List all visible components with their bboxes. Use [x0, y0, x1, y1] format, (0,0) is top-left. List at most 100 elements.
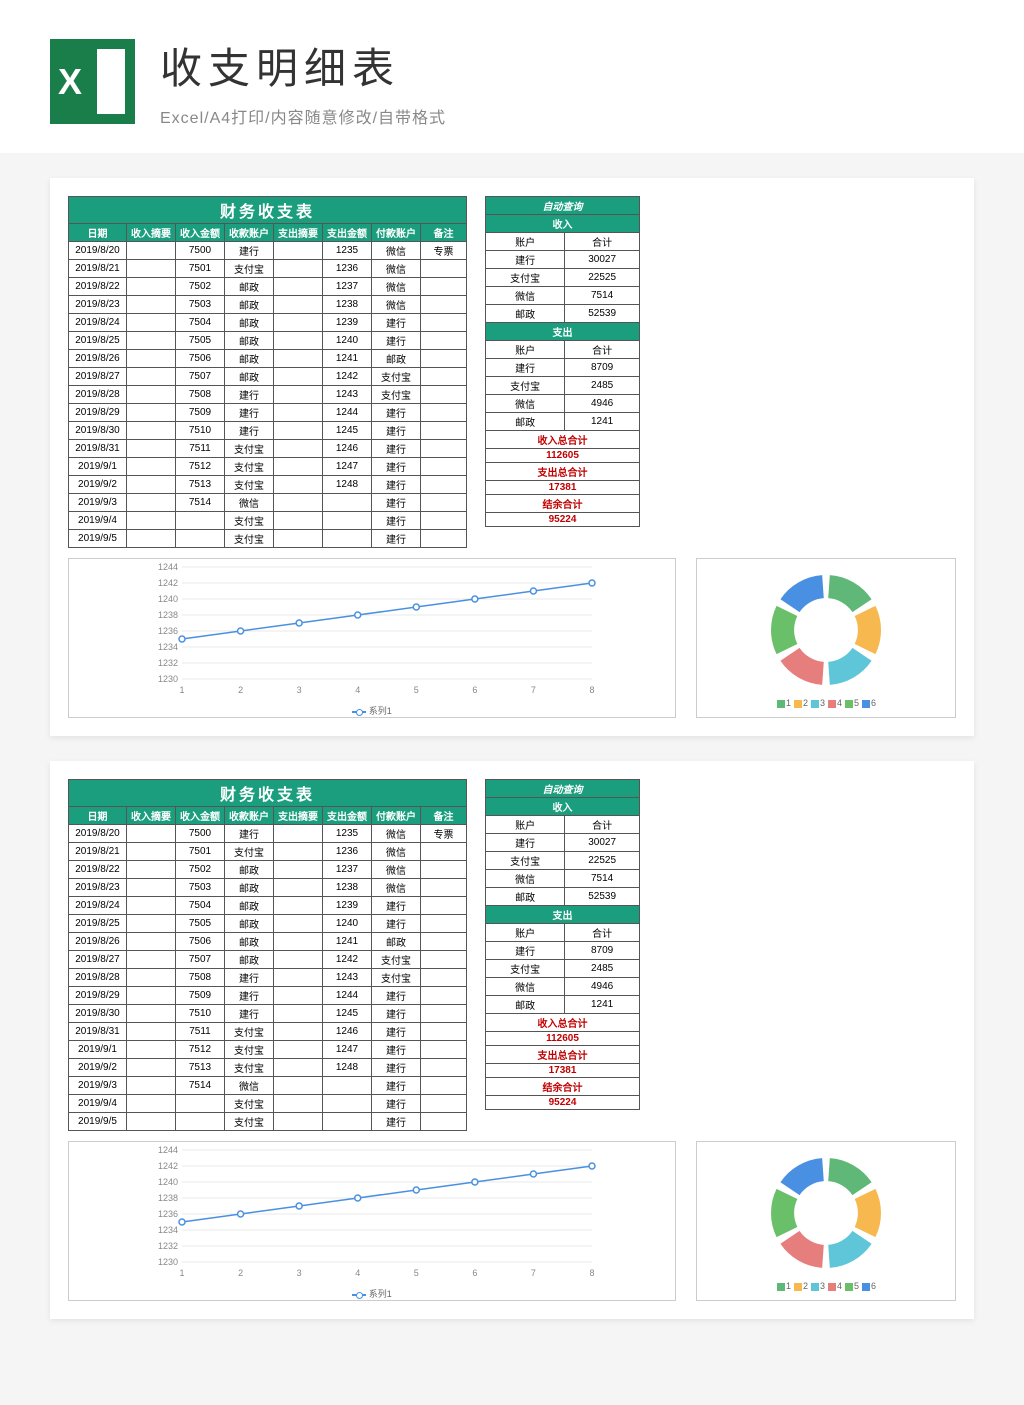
table-cell: 邮政: [225, 933, 274, 951]
column-header: 收入金额: [176, 807, 225, 825]
table-cell: [421, 512, 467, 530]
table-cell: [421, 951, 467, 969]
table-cell: 2019/8/22: [69, 861, 127, 879]
table-cell: 邮政: [225, 332, 274, 350]
summary-cell: 52539: [565, 305, 640, 323]
table-cell: 1242: [323, 951, 372, 969]
column-header: 支出金额: [323, 224, 372, 242]
query-title: 自动查询: [486, 197, 640, 215]
table-cell: 建行: [225, 825, 274, 843]
table-cell: [274, 278, 323, 296]
table-cell: 建行: [225, 1005, 274, 1023]
table-cell: 1247: [323, 1041, 372, 1059]
table-row: 2019/8/257505邮政1240建行: [69, 332, 467, 350]
table-cell: 2019/8/31: [69, 440, 127, 458]
summary-total: 95224: [486, 513, 640, 527]
table-cell: 7502: [176, 278, 225, 296]
header-text: 收支明细表 Excel/A4打印/内容随意修改/自带格式: [160, 35, 446, 128]
table-row: 2019/9/5支付宝建行: [69, 1113, 467, 1131]
table-cell: 2019/9/1: [69, 458, 127, 476]
table-cell: [127, 1005, 176, 1023]
table-cell: 建行: [225, 969, 274, 987]
table-row: 2019/9/17512支付宝1247建行: [69, 458, 467, 476]
table-cell: [421, 987, 467, 1005]
summary-total: 收入总合计: [486, 431, 640, 449]
table-cell: [421, 296, 467, 314]
table-cell: [127, 314, 176, 332]
table-cell: [127, 368, 176, 386]
summary-cell: 微信: [486, 287, 565, 305]
summary-cell: 账户: [486, 924, 565, 942]
table-cell: 2019/8/22: [69, 278, 127, 296]
summary-cell: 支付宝: [486, 960, 565, 978]
table-cell: 1247: [323, 458, 372, 476]
table-row: 2019/8/217501支付宝1236微信: [69, 843, 467, 861]
column-header: 日期: [69, 807, 127, 825]
page-subtitle: Excel/A4打印/内容随意修改/自带格式: [160, 104, 446, 128]
svg-text:1234: 1234: [158, 642, 178, 652]
column-header: 收款账户: [225, 807, 274, 825]
table-cell: 2019/8/29: [69, 987, 127, 1005]
table-cell: [421, 861, 467, 879]
table-row: 2019/8/267506邮政1241邮政: [69, 350, 467, 368]
table-cell: 7510: [176, 422, 225, 440]
table-cell: [127, 386, 176, 404]
column-header: 支出金额: [323, 807, 372, 825]
table-cell: 1237: [323, 278, 372, 296]
table-row: 2019/9/17512支付宝1247建行: [69, 1041, 467, 1059]
table-cell: [127, 951, 176, 969]
summary-cell: 账户: [486, 816, 565, 834]
table-cell: 邮政: [372, 350, 421, 368]
summary-cell: 微信: [486, 978, 565, 996]
table-cell: [127, 260, 176, 278]
table-cell: 7506: [176, 933, 225, 951]
table-cell: [421, 386, 467, 404]
summary-cell: 支付宝: [486, 377, 565, 395]
summary-cell: 30027: [565, 834, 640, 852]
table-cell: [421, 494, 467, 512]
summary-cell: 微信: [486, 870, 565, 888]
table-cell: 7509: [176, 987, 225, 1005]
table-row: 2019/8/237503邮政1238微信: [69, 296, 467, 314]
table-cell: 建行: [372, 332, 421, 350]
table-cell: [127, 512, 176, 530]
table-cell: 建行: [372, 897, 421, 915]
table-cell: 2019/8/30: [69, 422, 127, 440]
table-cell: [127, 1113, 176, 1131]
summary-total: 支出总合计: [486, 1046, 640, 1064]
table-cell: [274, 242, 323, 260]
table-cell: [421, 278, 467, 296]
table-cell: 建行: [372, 915, 421, 933]
table-cell: 支付宝: [225, 1095, 274, 1113]
table-cell: 7505: [176, 915, 225, 933]
summary-cell: 8709: [565, 359, 640, 377]
table-cell: 7501: [176, 843, 225, 861]
summary-cell: 合计: [565, 816, 640, 834]
line-chart: 1230123212341236123812401242124412345678…: [68, 558, 676, 718]
svg-text:1240: 1240: [158, 594, 178, 604]
table-row: 2019/9/4支付宝建行: [69, 512, 467, 530]
table-cell: 1238: [323, 879, 372, 897]
table-cell: 1237: [323, 861, 372, 879]
table-cell: 7500: [176, 825, 225, 843]
table-cell: [274, 440, 323, 458]
table-cell: [274, 476, 323, 494]
table-cell: 2019/9/5: [69, 1113, 127, 1131]
table-cell: [127, 440, 176, 458]
svg-text:1234: 1234: [158, 1225, 178, 1235]
svg-text:1238: 1238: [158, 610, 178, 620]
table-cell: [127, 1023, 176, 1041]
table-cell: 微信: [372, 296, 421, 314]
table-cell: [274, 296, 323, 314]
table-cell: 支付宝: [225, 843, 274, 861]
table-cell: 7513: [176, 476, 225, 494]
table-cell: 7507: [176, 368, 225, 386]
column-header: 备注: [421, 807, 467, 825]
table-cell: [274, 404, 323, 422]
table-cell: [323, 494, 372, 512]
table-cell: 2019/9/2: [69, 476, 127, 494]
table-cell: 2019/8/27: [69, 951, 127, 969]
table-cell: [323, 1077, 372, 1095]
table-cell: 微信: [372, 843, 421, 861]
table-cell: [127, 825, 176, 843]
